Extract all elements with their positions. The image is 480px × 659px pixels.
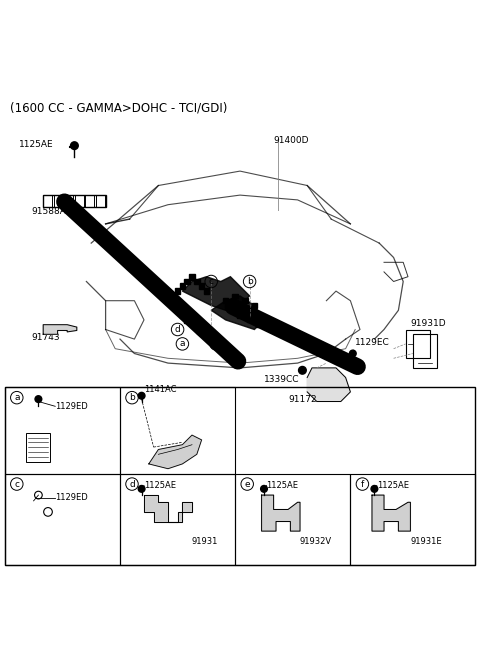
Bar — [75, 195, 84, 207]
Bar — [184, 279, 190, 285]
Text: b: b — [129, 393, 135, 402]
Bar — [199, 283, 204, 289]
Polygon shape — [372, 495, 410, 531]
Text: 91172: 91172 — [288, 395, 317, 403]
Bar — [120, 474, 235, 565]
Text: 91400D: 91400D — [274, 136, 309, 146]
Bar — [194, 279, 200, 285]
Text: 91931E: 91931E — [410, 537, 442, 546]
Bar — [64, 195, 73, 207]
Bar — [256, 322, 262, 327]
Text: 1125AE: 1125AE — [377, 481, 409, 490]
Text: e: e — [244, 480, 250, 488]
Text: e: e — [199, 325, 204, 334]
Bar — [350, 474, 475, 565]
Bar — [175, 288, 180, 294]
Text: b: b — [247, 277, 252, 286]
Text: a: a — [14, 393, 20, 402]
Bar — [235, 474, 350, 565]
Bar — [5, 387, 120, 474]
Text: 91743: 91743 — [31, 333, 60, 342]
Bar — [406, 330, 430, 358]
Text: 91931: 91931 — [192, 537, 218, 546]
Text: d: d — [175, 325, 180, 334]
Bar — [223, 299, 228, 303]
Circle shape — [371, 486, 378, 492]
Text: 1125AE: 1125AE — [19, 140, 54, 149]
Polygon shape — [182, 277, 250, 310]
Bar — [54, 195, 62, 207]
Text: c: c — [14, 480, 19, 488]
Circle shape — [349, 350, 356, 357]
Bar — [43, 195, 52, 207]
Text: 1339CC: 1339CC — [264, 376, 300, 384]
Text: d: d — [129, 480, 135, 488]
Bar — [242, 299, 248, 303]
Text: f: f — [361, 480, 364, 488]
Polygon shape — [307, 368, 350, 401]
Bar — [170, 302, 176, 308]
Bar — [413, 334, 437, 368]
Polygon shape — [149, 435, 202, 469]
Circle shape — [138, 486, 145, 492]
Bar — [232, 293, 238, 299]
Bar — [175, 307, 180, 313]
Circle shape — [138, 392, 145, 399]
Text: 1125AE: 1125AE — [144, 481, 176, 490]
Polygon shape — [43, 325, 77, 334]
Bar — [204, 288, 209, 294]
Circle shape — [71, 142, 78, 150]
Bar — [180, 312, 185, 318]
Text: 91588A: 91588A — [31, 208, 66, 216]
Polygon shape — [262, 495, 300, 531]
Text: f: f — [215, 339, 217, 349]
Bar — [96, 195, 105, 207]
Polygon shape — [144, 495, 192, 521]
Bar — [252, 303, 257, 308]
Text: 1125AE: 1125AE — [266, 481, 299, 490]
Bar — [85, 195, 94, 207]
Text: 1129ED: 1129ED — [55, 493, 88, 502]
Bar — [5, 387, 475, 565]
Bar — [180, 283, 185, 289]
Polygon shape — [211, 296, 264, 330]
Bar — [237, 313, 243, 318]
Bar — [189, 274, 195, 279]
Text: c: c — [209, 277, 214, 286]
Circle shape — [261, 486, 267, 492]
Bar — [247, 318, 252, 322]
Text: a: a — [180, 339, 185, 349]
Text: 1129EC: 1129EC — [355, 339, 390, 347]
Bar — [120, 387, 235, 474]
Bar — [170, 293, 176, 299]
Bar — [26, 433, 50, 461]
Bar — [5, 474, 120, 565]
Circle shape — [35, 396, 42, 403]
Circle shape — [299, 366, 306, 374]
Text: 1141AC: 1141AC — [144, 385, 177, 394]
Text: 1129ED: 1129ED — [55, 402, 88, 411]
Text: 91931D: 91931D — [410, 319, 446, 328]
Bar — [184, 317, 190, 323]
Text: (1600 CC - GAMMA>DOHC - TCI/GDI): (1600 CC - GAMMA>DOHC - TCI/GDI) — [10, 101, 227, 115]
Text: 91932V: 91932V — [299, 537, 331, 546]
Bar — [43, 195, 106, 207]
